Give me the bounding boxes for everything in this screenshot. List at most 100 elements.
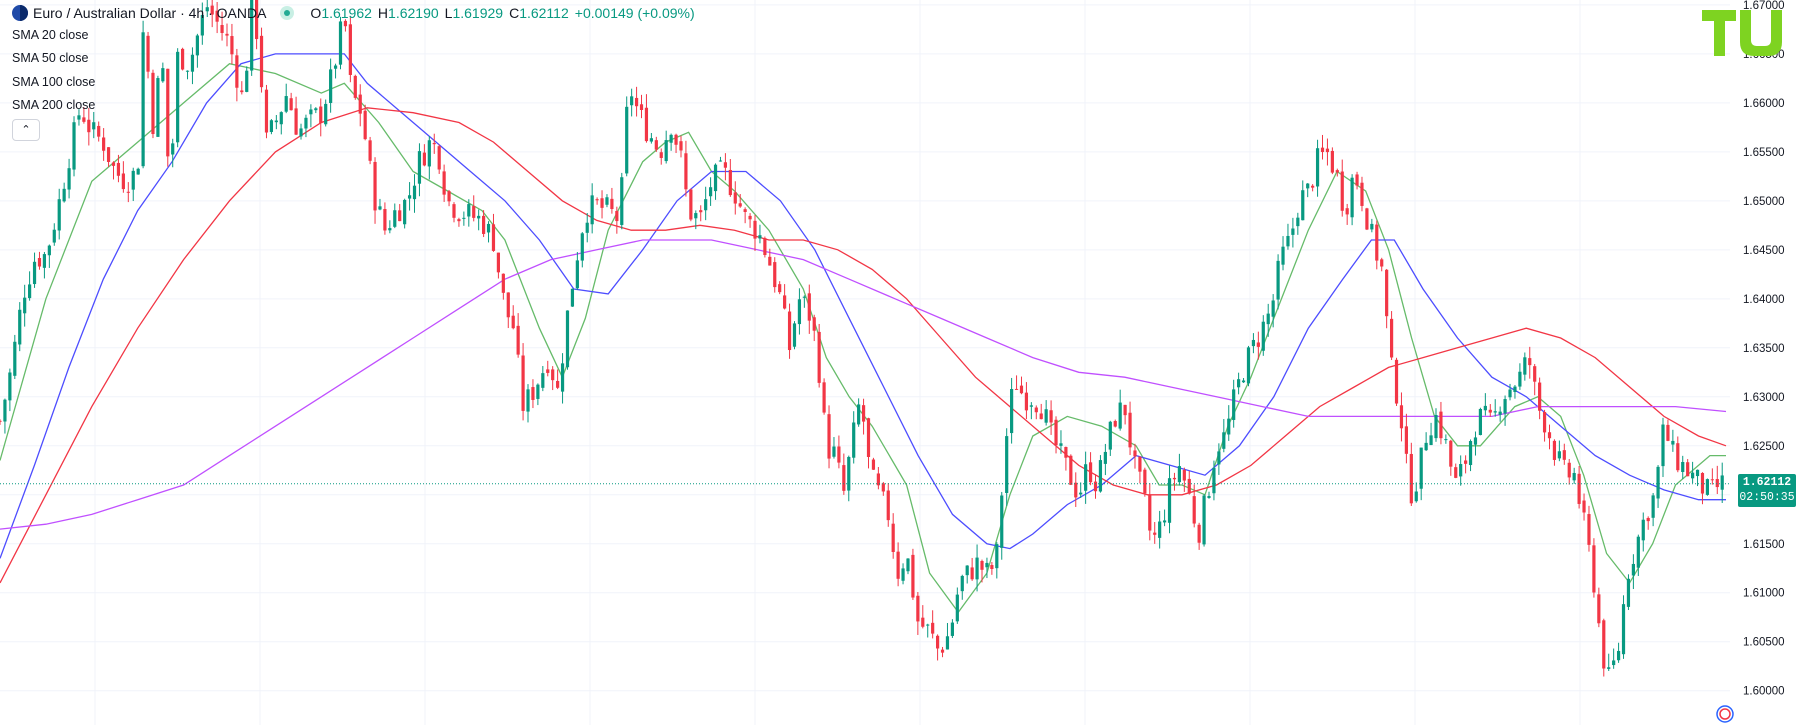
candle-body <box>1572 472 1576 481</box>
candle-body <box>768 256 772 266</box>
candle-body <box>1088 462 1093 483</box>
candle-body <box>1681 462 1685 472</box>
candle-body <box>1705 479 1710 495</box>
candle-body <box>1616 650 1621 661</box>
candle-body <box>866 418 871 457</box>
candle-body <box>521 355 525 411</box>
candle-body <box>1385 269 1389 317</box>
candle-body <box>457 219 461 222</box>
candle-body <box>1014 388 1019 390</box>
candle-body <box>1034 407 1038 413</box>
indicator-sma-100[interactable]: SMA 100 close <box>12 75 96 89</box>
candle-body <box>1389 318 1394 358</box>
y-tick-label: 1.61500 <box>1743 539 1785 551</box>
candle-body <box>965 565 969 576</box>
candle-body <box>950 622 954 636</box>
candle-body <box>1148 495 1152 531</box>
candle-body <box>111 162 116 166</box>
close-value: 1.62112 <box>519 5 569 21</box>
candle-body <box>1093 481 1098 492</box>
candle-body <box>896 551 900 579</box>
candle-body <box>1641 519 1645 541</box>
candle-body <box>1528 358 1532 366</box>
indicator-sma-50[interactable]: SMA 50 close <box>12 51 89 65</box>
candle-body <box>1098 460 1103 492</box>
candle-body <box>664 140 668 162</box>
indicator-sma-200[interactable]: SMA 200 close <box>12 98 96 112</box>
candle-body <box>541 373 545 388</box>
candle-body <box>1271 300 1275 317</box>
candle-body <box>940 649 945 653</box>
candle-body <box>1449 440 1453 467</box>
candle-body <box>1276 260 1280 300</box>
candle-body <box>437 146 441 170</box>
collapse-legend-button[interactable]: ⌃ <box>12 119 40 141</box>
sma-20-line <box>0 62 1726 614</box>
candle-body <box>57 199 61 231</box>
candle-body <box>210 5 214 15</box>
candle-body <box>358 94 362 114</box>
indicator-sma-20[interactable]: SMA 20 close <box>12 28 89 42</box>
candle-body <box>1523 357 1527 375</box>
candle-body <box>422 152 426 166</box>
symbol-title[interactable]: Euro / Australian Dollar · 4h · OANDA <box>33 5 267 21</box>
price-axis[interactable]: 1.670001.665001.660001.655001.650001.645… <box>1730 0 1800 725</box>
candle-body <box>1207 496 1211 498</box>
candle-body <box>1158 521 1162 538</box>
candle-body <box>787 311 792 351</box>
candle-body <box>1138 456 1142 472</box>
candle-body <box>32 261 37 285</box>
candle-body <box>891 523 895 552</box>
candle-body <box>363 110 367 140</box>
last-price-tag: 1.62112 02:50:35 <box>1738 474 1796 507</box>
candle-body <box>1360 182 1364 206</box>
open-value: 1.61962 <box>321 5 372 21</box>
time-zone-clock-icon[interactable] <box>1715 704 1735 724</box>
candle-body <box>630 96 634 106</box>
candle-body <box>412 185 417 200</box>
candle-body <box>763 238 767 256</box>
eur-aud-flag-icon <box>12 5 28 21</box>
candle-body <box>644 107 649 142</box>
candle-body <box>945 636 950 650</box>
candle-body <box>1227 418 1231 435</box>
candle-body <box>8 372 12 401</box>
low-label: L <box>444 5 453 21</box>
candle-body <box>1419 447 1423 489</box>
countdown-value: 02:50:35 <box>1739 491 1795 504</box>
market-open-icon <box>280 6 295 20</box>
candle-body <box>1182 469 1186 481</box>
candle-body <box>1562 450 1566 460</box>
y-tick-label: 1.65000 <box>1743 196 1785 208</box>
candle-body <box>52 229 56 243</box>
low-value: 1.61929 <box>452 5 504 21</box>
candle-body <box>916 595 920 622</box>
candle-body <box>551 369 555 381</box>
candle-body <box>531 387 535 400</box>
candle-body <box>393 210 397 227</box>
candle-body <box>560 363 565 392</box>
candle-body <box>1019 385 1024 394</box>
candle-body <box>906 558 910 572</box>
candle-body <box>23 297 27 314</box>
candle-body <box>575 260 579 289</box>
candle-body <box>180 48 185 70</box>
candle-body <box>1296 217 1300 227</box>
candle-body <box>1217 451 1221 465</box>
candle-body <box>1414 491 1418 502</box>
y-tick-label: 1.60000 <box>1743 686 1785 698</box>
candle-body <box>802 296 806 298</box>
candle-body <box>1547 432 1552 439</box>
candle-body <box>654 140 658 150</box>
candle-body <box>314 108 318 111</box>
candle-body <box>634 97 639 107</box>
candle-body <box>556 380 560 388</box>
candle-body <box>1010 389 1014 434</box>
candle-body <box>299 128 303 137</box>
candle-body <box>827 414 831 459</box>
candle-body <box>1172 477 1177 480</box>
candle-body <box>373 161 377 211</box>
candle-body <box>1429 435 1433 446</box>
